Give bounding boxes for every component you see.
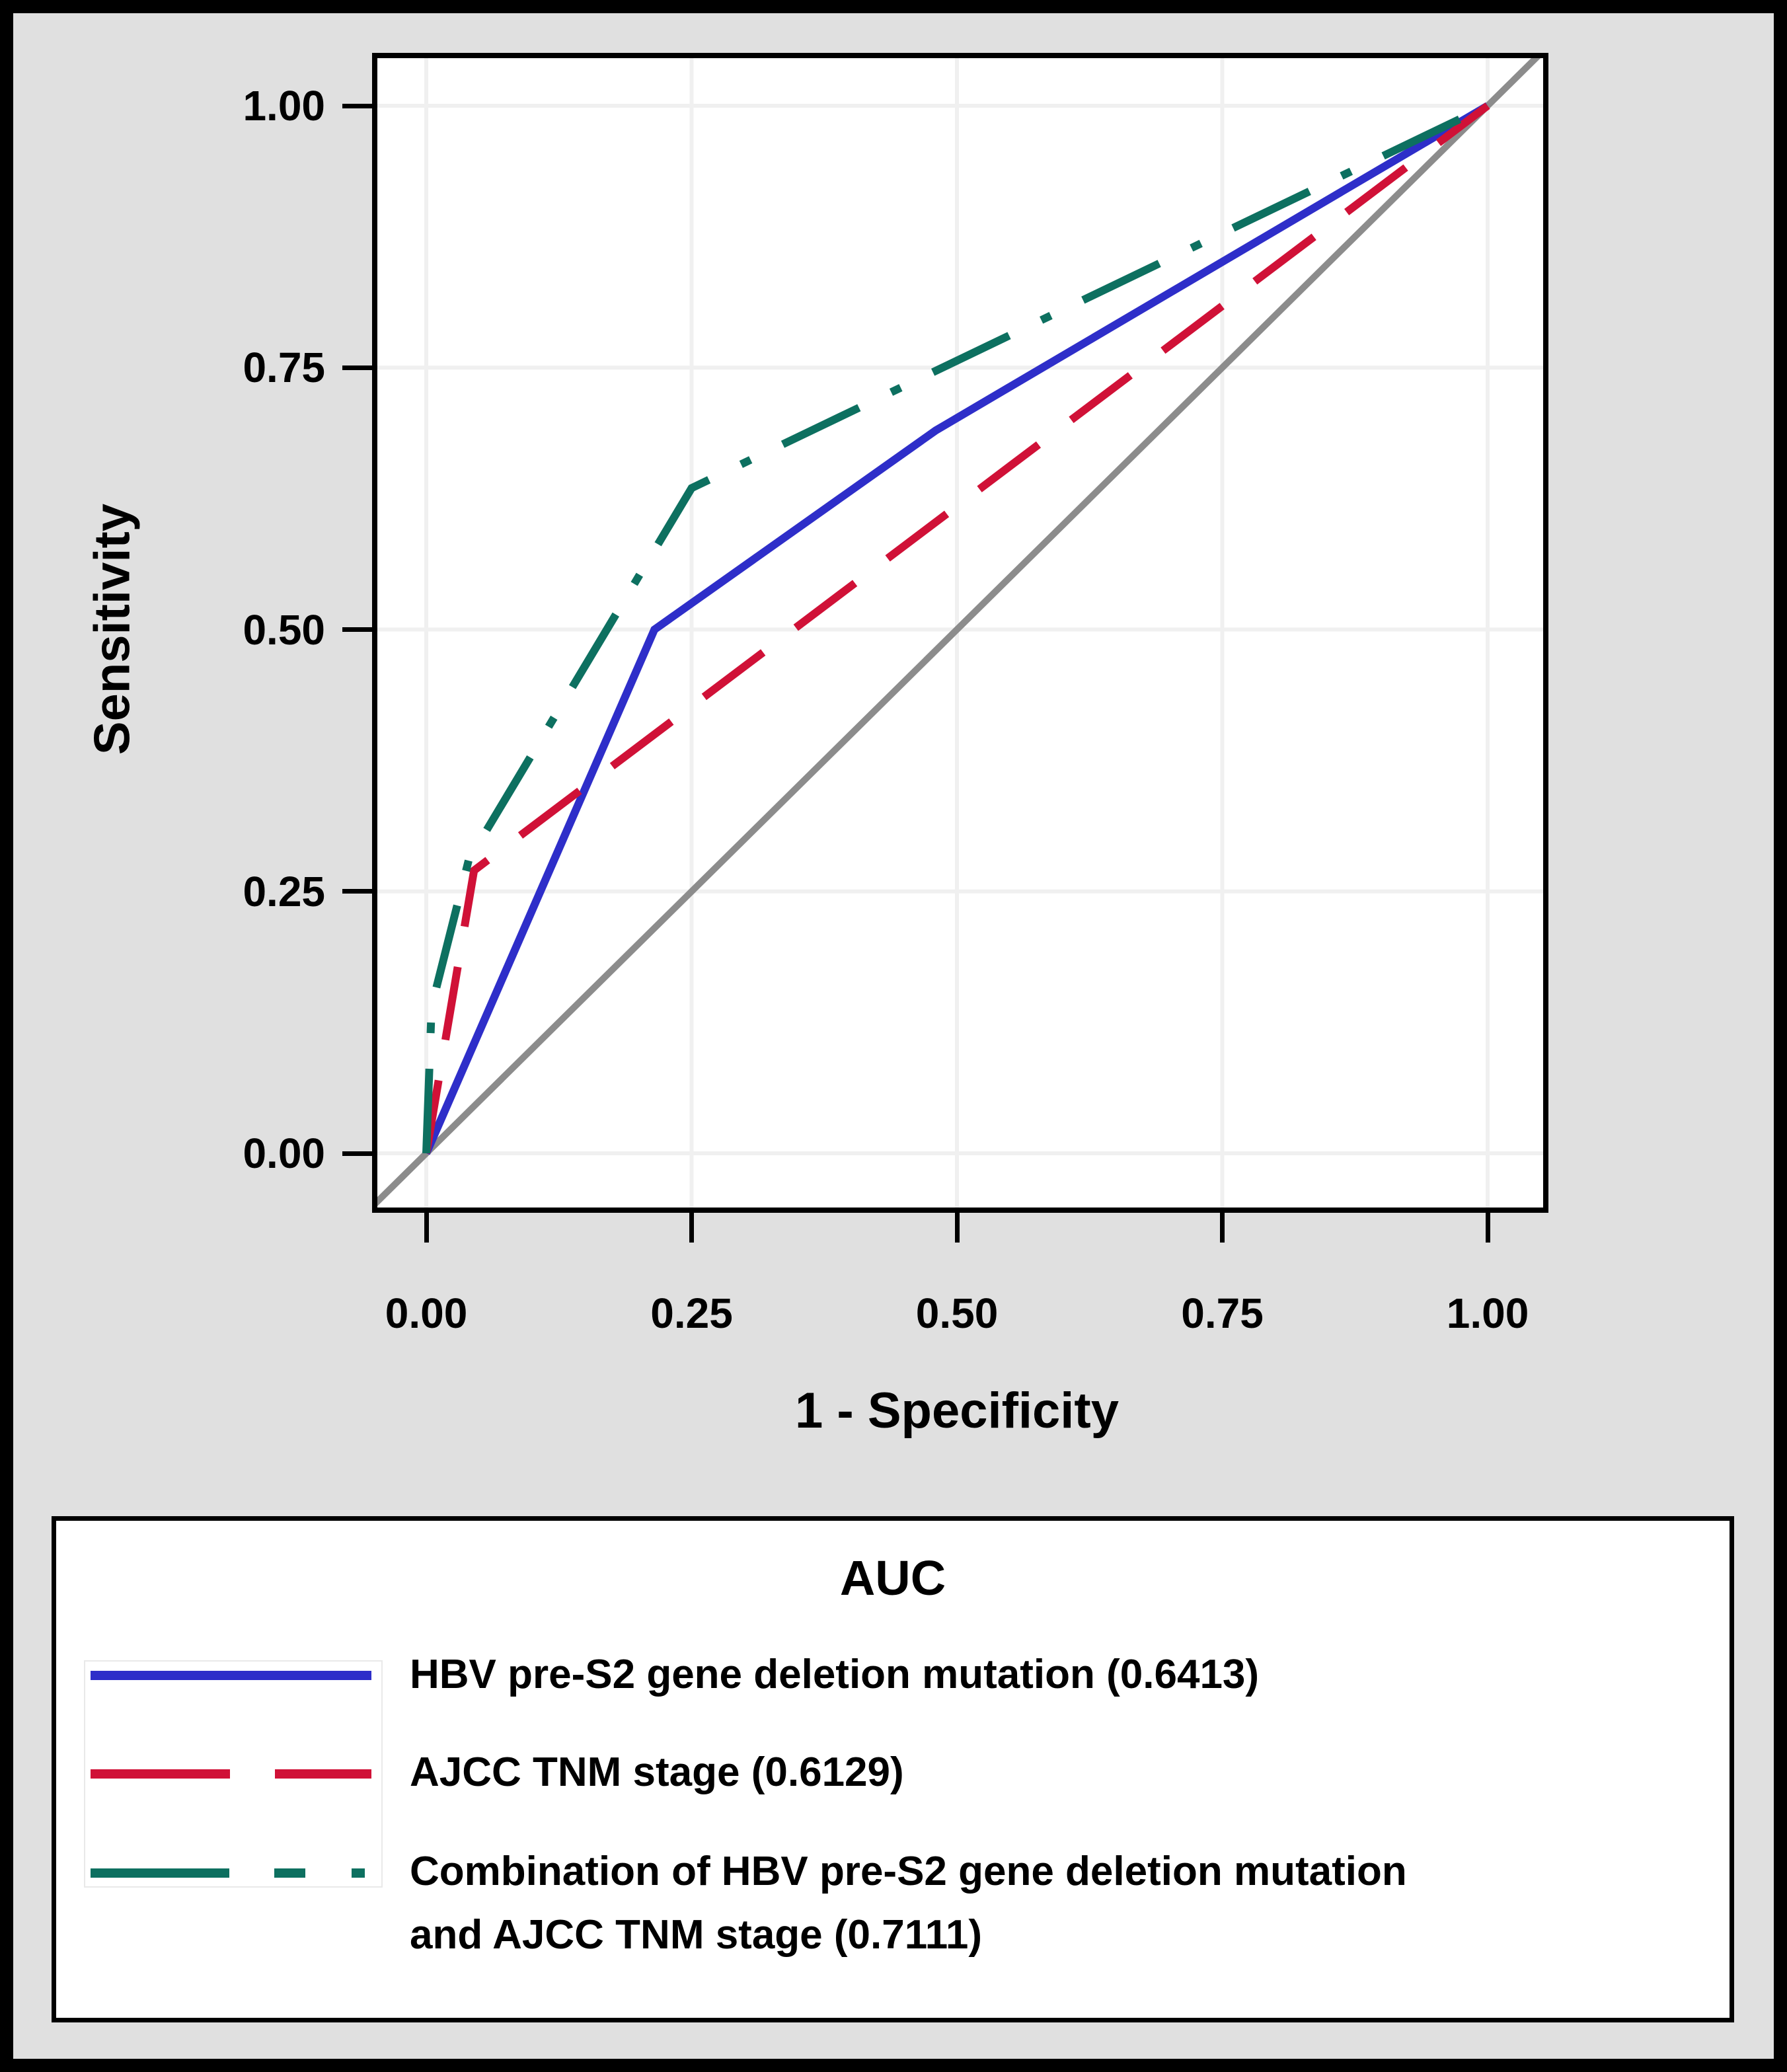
x-axis-tick <box>1485 1213 1490 1243</box>
y-tick-label: 0.75 <box>243 344 325 392</box>
y-axis-tick <box>342 889 372 894</box>
legend-entry: AJCC TNM stage (0.6129) <box>410 1741 1705 1804</box>
legend-entry-line: HBV pre-S2 gene deletion mutation (0.641… <box>410 1652 1260 1697</box>
legend-title: AUC <box>839 1551 946 1605</box>
legend-entry: Combination of HBV pre-S2 gene deletion … <box>410 1840 1705 1967</box>
x-axis-tick <box>954 1213 960 1243</box>
legend-entry-line: AJCC TNM stage (0.6129) <box>410 1749 904 1795</box>
x-axis-tick <box>1220 1213 1225 1243</box>
legend-entry: HBV pre-S2 gene deletion mutation (0.641… <box>410 1643 1705 1707</box>
y-axis-tick <box>342 1151 372 1156</box>
roc-plot-area <box>377 58 1543 1208</box>
x-tick-label: 0.25 <box>650 1289 733 1337</box>
legend-entries: HBV pre-S2 gene deletion mutation (0.641… <box>56 1521 1730 2018</box>
x-tick-label: 0.75 <box>1181 1289 1264 1337</box>
x-tick-label: 0.00 <box>385 1289 468 1337</box>
x-tick-label: 1.00 <box>1446 1289 1529 1337</box>
legend-key-panel <box>84 1660 383 1888</box>
x-axis-tick <box>424 1213 429 1243</box>
y-tick-label: 1.00 <box>243 82 325 130</box>
reference-diagonal <box>377 58 1541 1207</box>
roc-curve-0 <box>422 102 1490 1155</box>
y-axis-title: Sensitivity <box>84 503 141 755</box>
y-tick-label: 0.00 <box>243 1130 325 1177</box>
legend-entry-line: Combination of HBV pre-S2 gene deletion … <box>410 1849 1407 1894</box>
roc-curve-2 <box>422 102 1490 1154</box>
y-tick-label: 0.50 <box>243 605 325 654</box>
legend-swatches <box>91 1671 371 1878</box>
y-axis-tick <box>342 103 372 108</box>
x-axis-tick <box>689 1213 694 1243</box>
plot-panel <box>372 53 1548 1213</box>
x-tick-label: 0.50 <box>915 1289 999 1337</box>
roc-curve-1 <box>422 102 1490 1154</box>
legend: AUC HBV pre-S2 gene deletion mutation (0… <box>52 1516 1734 2022</box>
y-axis-tick <box>342 627 372 632</box>
x-axis-title: 1 - Specificity <box>795 1383 1119 1439</box>
y-axis-tick <box>342 365 372 370</box>
y-tick-label: 0.25 <box>243 867 325 915</box>
legend-entry-line: and AJCC TNM stage (0.7111) <box>410 1912 982 1958</box>
